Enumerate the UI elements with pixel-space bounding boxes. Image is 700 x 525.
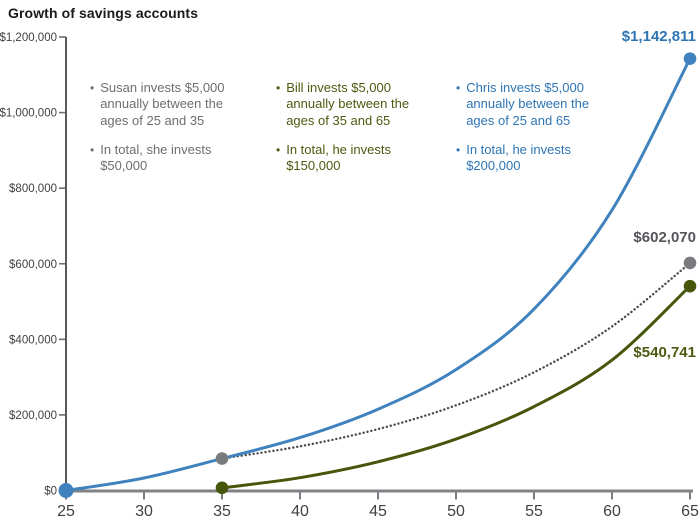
y-tick-label: $1,000,000	[0, 108, 57, 120]
chris-line	[64, 57, 692, 492]
bill-line	[220, 284, 692, 490]
y-tick-label: $1,200,000	[0, 32, 57, 44]
annotation-text: Susan invests $5,000 annually between th…	[100, 80, 225, 128]
bill-dot-age-65	[683, 279, 697, 293]
annotation-column-bill: • Bill invests $5,000 annually between t…	[276, 80, 451, 187]
susan-line	[220, 261, 692, 460]
annotation-text: Chris invests $5,000 annually between th…	[466, 80, 590, 128]
y-tick-label: $0	[44, 486, 57, 498]
annotation-bullet: • In total, he invests $150,000	[276, 142, 451, 175]
annotation-column-susan: • Susan invests $5,000 annually between …	[90, 80, 265, 187]
bullet-icon: •	[456, 142, 461, 157]
x-tick-label: 65	[681, 503, 699, 520]
bill-final-value-label: $540,741	[633, 344, 696, 361]
annotation-column-chris: • Chris invests $5,000 annually between …	[456, 80, 631, 187]
chris-dot-age-65	[683, 52, 697, 65]
annotation-bullet: • Susan invests $5,000 annually between …	[90, 80, 265, 129]
bullet-icon: •	[90, 142, 95, 157]
annotation-text: In total, he invests $150,000	[286, 141, 391, 174]
bill-dot-age-35	[215, 481, 229, 495]
bullet-icon: •	[276, 81, 281, 95]
susan-final-value-label: $602,070	[633, 229, 696, 246]
susan-dot-age-65	[683, 256, 697, 270]
bullet-icon: •	[90, 81, 95, 95]
x-tick-label: 50	[447, 503, 465, 520]
annotation-bullet: • Chris invests $5,000 annually between …	[456, 80, 631, 129]
x-tick-label: 30	[135, 503, 153, 520]
susan-dot-age-35	[215, 452, 229, 465]
y-tick-label: $800,000	[9, 183, 57, 195]
chris-final-value-label: $1,142,811	[621, 28, 696, 45]
bullet-icon: •	[456, 81, 461, 95]
annotation-text: In total, he invests $200,000	[466, 141, 571, 174]
annotation-bullet: • In total, she invests $50,000	[90, 142, 265, 175]
annotation-bullet: • In total, he invests $200,000	[456, 142, 631, 175]
y-tick-label: $600,000	[9, 259, 57, 271]
x-tick-label: 25	[57, 503, 75, 520]
x-tick-label: 40	[291, 503, 309, 520]
chart-title: Growth of savings accounts	[8, 5, 199, 21]
x-tick-label: 35	[213, 503, 231, 520]
annotation-text: Bill invests $5,000 annually between the…	[286, 80, 410, 128]
x-tick-label: 55	[525, 503, 543, 520]
annotation-text: In total, she invests $50,000	[100, 141, 212, 174]
chris-dot-age-25	[58, 483, 74, 498]
annotation-bullet: • Bill invests $5,000 annually between t…	[276, 80, 451, 129]
y-tick-label: $200,000	[9, 410, 57, 422]
x-tick-label: 60	[603, 503, 621, 520]
x-tick-label: 45	[369, 503, 387, 520]
y-tick-label: $400,000	[9, 334, 57, 346]
bullet-icon: •	[276, 142, 281, 157]
